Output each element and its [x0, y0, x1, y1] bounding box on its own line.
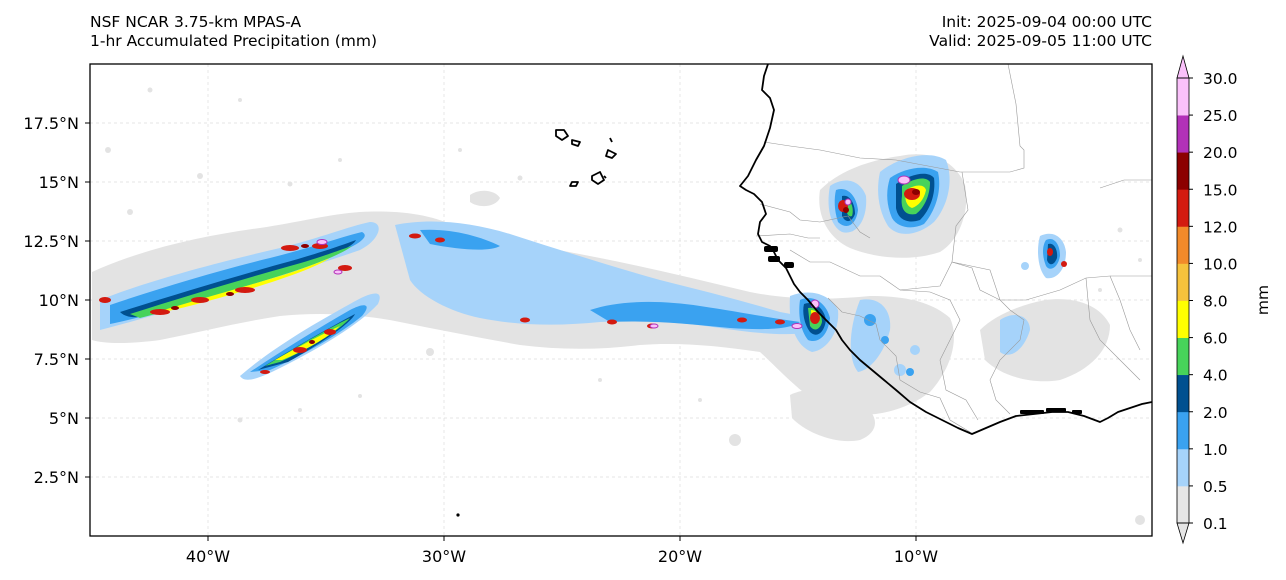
colorbar-tick-label: 15.0 — [1203, 181, 1238, 199]
lat-tick-label: 15°N — [39, 173, 79, 192]
colorbar-tick-label: 4.0 — [1203, 367, 1228, 385]
colorbar-swatch — [1177, 374, 1189, 413]
lon-tick-label: 20°W — [658, 547, 702, 566]
colorbar-tick-label: 12.0 — [1203, 218, 1238, 236]
colorbar-swatch — [1177, 226, 1189, 264]
time-block: Init: 2025-09-04 00:00 UTC Valid: 2025-0… — [929, 13, 1152, 51]
colorbar-extend-min — [1176, 522, 1190, 545]
colorbar-tick-label: 20.0 — [1203, 144, 1238, 162]
colorbar-tick-label: 2.0 — [1203, 404, 1228, 422]
lat-tick-label: 10°N — [39, 291, 79, 310]
island-dot — [456, 513, 460, 517]
map-content — [90, 64, 1152, 536]
lat-tick-label: 17.5°N — [23, 114, 79, 133]
country-borders — [755, 64, 1152, 433]
colorbar-tick-label: 6.0 — [1203, 330, 1228, 348]
lat-tick-label: 7.5°N — [34, 350, 79, 369]
model-title: NSF NCAR 3.75-km MPAS-A — [90, 13, 302, 31]
colorbar-unit: mm — [1254, 285, 1272, 315]
colorbar-tick-label: 8.0 — [1203, 293, 1228, 311]
init-time: Init: 2025-09-04 00:00 UTC — [941, 13, 1152, 31]
colorbar-swatch — [1177, 337, 1189, 376]
colorbar-tick-label: 25.0 — [1203, 107, 1238, 125]
precip-intense-cores — [99, 175, 1067, 374]
colorbar-swatch — [1177, 152, 1189, 190]
colorbar-swatch — [1177, 189, 1189, 227]
title-block: NSF NCAR 3.75-km MPAS-A 1-hr Accumulated… — [90, 13, 377, 51]
colorbar-tick-label: 0.1 — [1203, 515, 1228, 533]
lat-tick-label: 2.5°N — [34, 468, 79, 487]
colorbar-swatch — [1177, 300, 1189, 338]
guinea-bissau-islands — [764, 246, 1082, 414]
lat-tick-label: 5°N — [49, 409, 79, 428]
colorbar: 0.1 0.5 1.0 2.0 4.0 6.0 8.0 10.0 12.0 15.0 20.0 25.… — [1176, 54, 1238, 545]
lon-tick-label: 40°W — [186, 547, 230, 566]
lat-axis: 2.5°N 5°N 7.5°N 10°N 12.5°N 15°N 17.5°N — [23, 114, 90, 487]
lat-tick-label: 12.5°N — [23, 232, 79, 251]
colorbar-swatch — [1177, 411, 1189, 450]
valid-time: Valid: 2025-09-05 11:00 UTC — [929, 32, 1152, 50]
colorbar-tick-label: 1.0 — [1203, 441, 1228, 459]
colorbar-swatch — [1177, 115, 1189, 153]
colorbar-swatch — [1177, 448, 1189, 487]
colorbar-tick-label: 0.5 — [1203, 478, 1228, 496]
colorbar-extend-max — [1176, 54, 1190, 79]
colorbar-swatch — [1177, 263, 1189, 301]
lon-tick-label: 30°W — [422, 547, 466, 566]
precip-light-speckle — [105, 87, 1142, 423]
lon-axis: 40°W 30°W 20°W 10°W — [186, 536, 938, 566]
field-title: 1-hr Accumulated Precipitation (mm) — [90, 32, 377, 50]
colorbar-swatch — [1177, 485, 1189, 524]
colorbar-swatch — [1177, 78, 1189, 116]
colorbar-tick-label: 30.0 — [1203, 70, 1238, 88]
colorbar-tick-label: 10.0 — [1203, 255, 1238, 273]
lon-tick-label: 10°W — [894, 547, 938, 566]
